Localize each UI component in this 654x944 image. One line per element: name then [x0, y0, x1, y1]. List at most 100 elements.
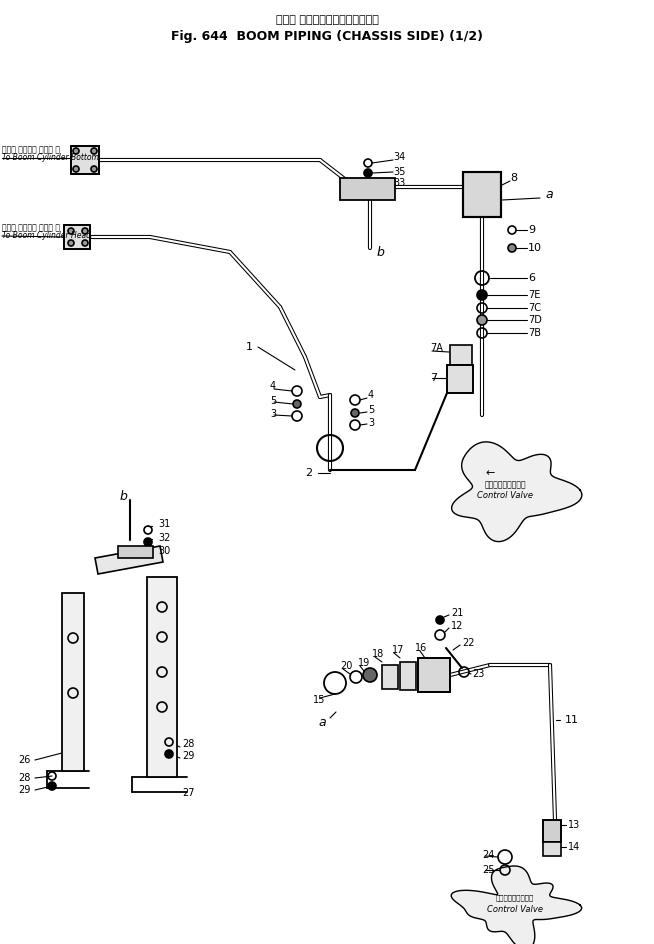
Circle shape	[48, 782, 56, 790]
Text: 8: 8	[510, 173, 517, 183]
Text: 33: 33	[393, 178, 405, 188]
Text: コントロールバルブ: コントロールバルブ	[496, 895, 534, 902]
Bar	[382, 665, 398, 689]
Text: b: b	[120, 491, 128, 503]
Text: 6: 6	[528, 273, 535, 283]
Bar	[543, 820, 561, 842]
Circle shape	[73, 148, 79, 154]
Circle shape	[364, 169, 372, 177]
Bar	[450, 345, 472, 365]
Text: To Boom Cylinder Bottom: To Boom Cylinder Bottom	[2, 154, 99, 162]
Text: Control Valve: Control Valve	[477, 492, 533, 500]
Circle shape	[351, 409, 359, 417]
Text: 20: 20	[340, 661, 353, 671]
Bar	[147, 577, 177, 777]
Polygon shape	[95, 546, 163, 574]
Circle shape	[363, 668, 377, 682]
Circle shape	[91, 148, 97, 154]
Bar	[447, 365, 473, 393]
Text: 31: 31	[158, 519, 170, 529]
Circle shape	[73, 166, 79, 172]
Bar	[418, 658, 450, 692]
Text: ←: ←	[485, 468, 494, 478]
Polygon shape	[451, 866, 581, 944]
Text: 9: 9	[528, 225, 535, 235]
Text: 15: 15	[313, 695, 326, 705]
Text: 3: 3	[270, 409, 276, 419]
Text: 7A: 7A	[430, 343, 443, 353]
Text: 23: 23	[472, 669, 485, 679]
Polygon shape	[452, 442, 582, 542]
Circle shape	[144, 538, 152, 546]
Bar	[543, 820, 561, 842]
Text: Control Valve: Control Valve	[487, 904, 543, 914]
Circle shape	[436, 616, 444, 624]
Text: 21: 21	[451, 608, 464, 618]
Text: 7C: 7C	[528, 303, 541, 313]
Text: 25: 25	[482, 865, 494, 875]
Bar	[71, 146, 99, 174]
Circle shape	[82, 228, 88, 234]
Bar	[543, 842, 561, 856]
Text: 4: 4	[270, 381, 276, 391]
Text: ブーム シリンダ ボトム へ: ブーム シリンダ ボトム へ	[2, 145, 60, 155]
Bar	[400, 662, 416, 690]
Text: 7E: 7E	[528, 290, 540, 300]
Circle shape	[293, 400, 301, 408]
Text: 11: 11	[565, 715, 579, 725]
Text: 34: 34	[393, 152, 405, 162]
Text: 35: 35	[393, 167, 405, 177]
Text: 7D: 7D	[528, 315, 542, 325]
Circle shape	[82, 240, 88, 246]
Text: 1: 1	[246, 342, 253, 352]
Circle shape	[477, 315, 487, 325]
Text: a: a	[545, 189, 553, 201]
Text: 26: 26	[18, 755, 30, 765]
Text: 24: 24	[482, 850, 494, 860]
Text: To Boom Cylinder Head: To Boom Cylinder Head	[2, 231, 91, 241]
Circle shape	[68, 240, 74, 246]
Circle shape	[165, 750, 173, 758]
Text: a: a	[318, 716, 326, 729]
Bar	[447, 365, 473, 393]
Text: 18: 18	[372, 649, 385, 659]
Text: コントロールバルブ: コントロールバルブ	[484, 480, 526, 490]
Text: Fig. 644  BOOM PIPING (CHASSIS SIDE) (1/2): Fig. 644 BOOM PIPING (CHASSIS SIDE) (1/2…	[171, 30, 483, 43]
Text: 14: 14	[568, 842, 580, 852]
Text: 19: 19	[358, 658, 370, 668]
Bar	[340, 178, 395, 200]
Text: 4: 4	[368, 390, 374, 400]
Bar	[71, 146, 99, 174]
Text: 28: 28	[18, 773, 30, 783]
Text: 13: 13	[568, 820, 580, 830]
Text: 27: 27	[182, 788, 194, 798]
Bar	[418, 658, 450, 692]
Circle shape	[477, 290, 487, 300]
Text: 7B: 7B	[528, 328, 541, 338]
Text: 10: 10	[528, 243, 542, 253]
Bar	[62, 593, 84, 771]
Bar	[64, 225, 90, 249]
Text: b: b	[377, 245, 385, 259]
Text: 17: 17	[392, 645, 404, 655]
Bar	[463, 172, 501, 217]
Text: 30: 30	[158, 546, 170, 556]
Circle shape	[68, 228, 74, 234]
Text: 5: 5	[368, 405, 374, 415]
Text: ブーム パイピング（車　体　側）: ブーム パイピング（車 体 側）	[275, 15, 379, 25]
Text: 16: 16	[415, 643, 427, 653]
Bar	[64, 225, 90, 249]
Bar	[463, 172, 501, 217]
Text: ブーム シリンダ ヘッド へ: ブーム シリンダ ヘッド へ	[2, 224, 60, 232]
Circle shape	[508, 244, 516, 252]
Text: 32: 32	[158, 533, 171, 543]
Text: 28: 28	[182, 739, 194, 749]
Text: 5: 5	[270, 396, 276, 406]
Bar	[118, 546, 153, 558]
Text: 2: 2	[305, 468, 312, 478]
Text: 29: 29	[18, 785, 30, 795]
Circle shape	[91, 166, 97, 172]
Text: 3: 3	[368, 418, 374, 428]
Text: 12: 12	[451, 621, 464, 631]
Text: 22: 22	[462, 638, 475, 648]
